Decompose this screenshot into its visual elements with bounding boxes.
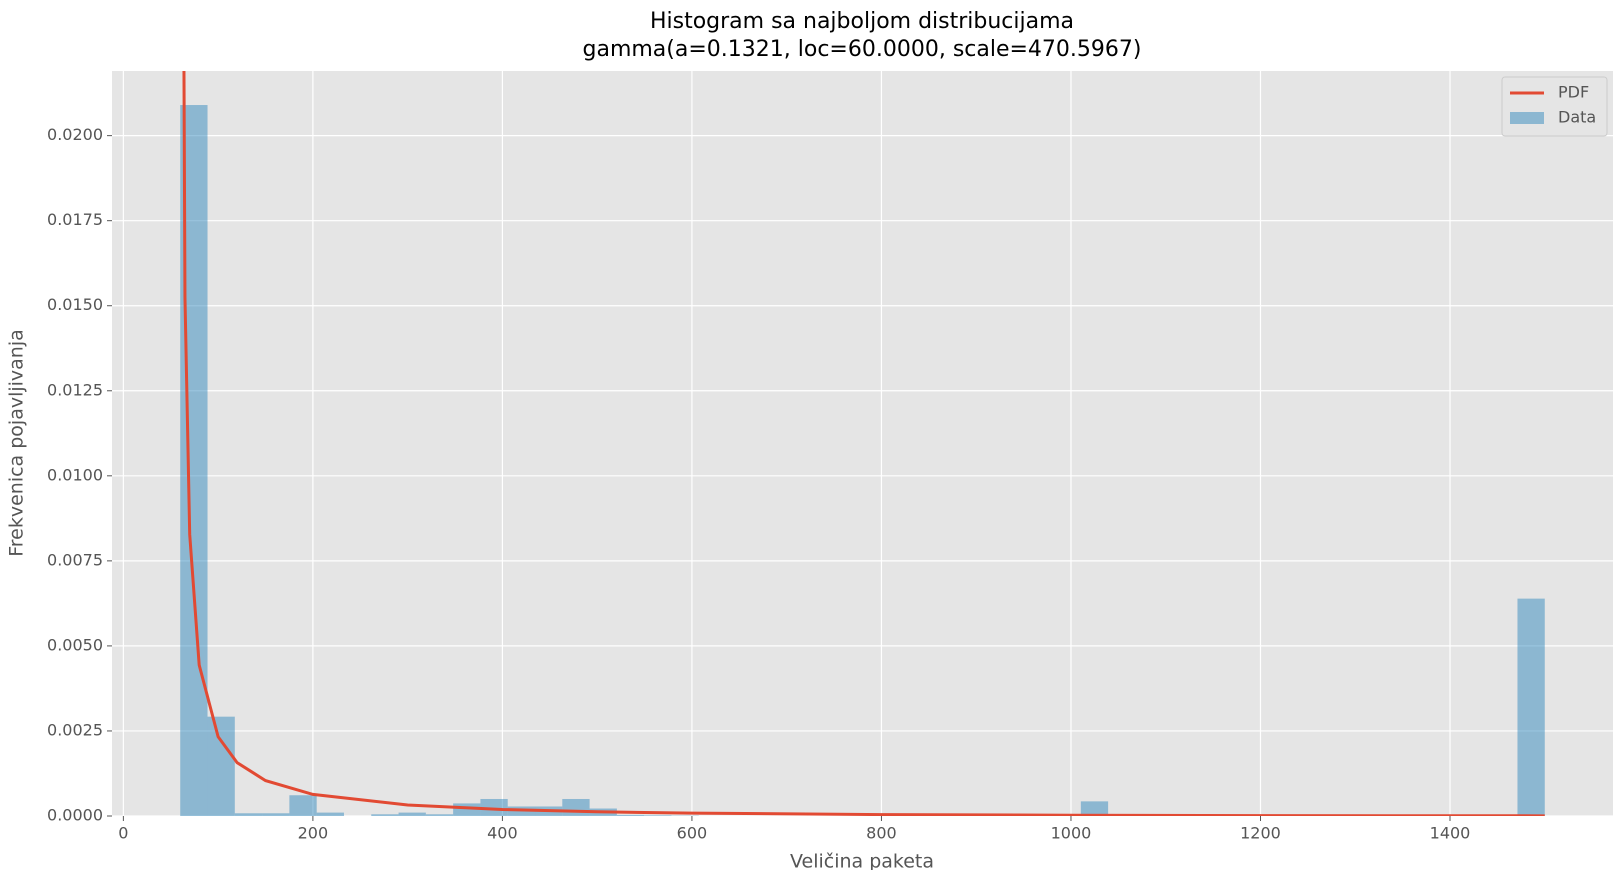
y-axis-label: Frekvenica pojavljivanja (6, 329, 28, 557)
bar (562, 798, 590, 816)
y-tick-label: 0.0075 (47, 550, 103, 569)
pdf-line (182, 71, 1545, 816)
bar (644, 815, 672, 816)
y-tick-label: 0.0025 (47, 720, 103, 739)
bar (1080, 801, 1109, 816)
bar (398, 812, 426, 816)
bar (289, 795, 317, 816)
chart-title: Histogram sa najboljom distribucijama (650, 9, 1074, 34)
x-tick-label: 1200 (1240, 824, 1281, 843)
y-tick-label: 0.0200 (47, 125, 103, 144)
legend-label: Data (1558, 108, 1596, 127)
x-tick-label: 1000 (1051, 824, 1092, 843)
bar (1517, 598, 1545, 816)
legend-label: PDF (1558, 83, 1589, 102)
bar (316, 812, 344, 816)
plot-content (180, 71, 1545, 816)
chart-subtitle: gamma(a=0.1321, loc=60.0000, scale=470.5… (583, 37, 1142, 62)
x-tick-label: 1400 (1430, 824, 1471, 843)
legend-box (1501, 76, 1608, 137)
y-tick-label: 0.0050 (47, 635, 103, 654)
y-tick-label: 0.0000 (47, 806, 103, 825)
x-tick-label: 200 (298, 824, 329, 843)
x-tick-label: 0 (118, 824, 128, 843)
bar (371, 814, 399, 816)
y-tick-label: 0.0100 (47, 465, 103, 484)
y-tick-label: 0.0125 (47, 380, 103, 399)
y-tick-label: 0.0150 (47, 295, 103, 314)
legend-swatch (1510, 112, 1544, 124)
x-tick-label: 600 (677, 824, 708, 843)
legend: PDF Data (1501, 76, 1608, 137)
plot-area (112, 71, 1613, 816)
y-tick-label: 0.0175 (47, 210, 103, 229)
bar (616, 814, 645, 816)
bar (207, 716, 235, 816)
x-tick-label: 400 (487, 824, 518, 843)
x-tick-label: 800 (866, 824, 897, 843)
bar (425, 814, 454, 816)
bar (234, 813, 263, 816)
bar (480, 798, 508, 816)
bar (262, 813, 290, 816)
x-axis-label: Veličina paketa (790, 851, 934, 870)
